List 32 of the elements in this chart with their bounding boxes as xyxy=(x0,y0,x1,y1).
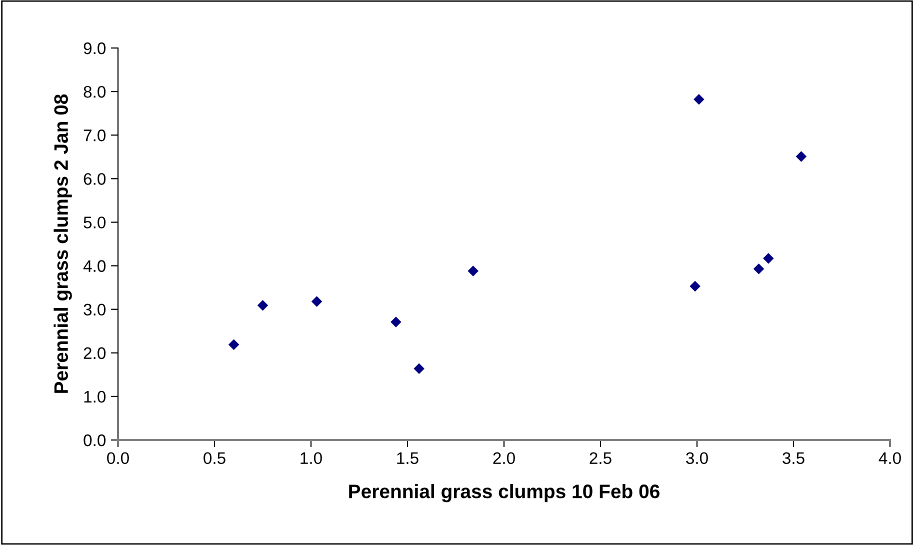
y-tick-label: 9.0 xyxy=(84,42,106,54)
y-tick-label: 0.0 xyxy=(84,434,106,446)
point xyxy=(690,280,700,292)
y-tick-label: 1.0 xyxy=(84,390,106,403)
x-tick-label: 3.5 xyxy=(782,452,804,464)
y-axis-title: Perennial grass clumps 2 Jan 08 xyxy=(54,94,72,393)
x-tick-label: 3.0 xyxy=(686,452,708,464)
y-tick-label: 5.0 xyxy=(84,216,106,228)
point xyxy=(414,363,424,374)
point xyxy=(694,94,704,105)
y-tick-label: 7.0 xyxy=(84,130,106,142)
y-tick-label: 8.0 xyxy=(84,86,106,98)
x-tick-label: 4.0 xyxy=(878,452,901,464)
y-tick-label: 2.0 xyxy=(84,347,106,360)
point xyxy=(311,296,322,307)
x-tick-label: 1.5 xyxy=(397,452,418,464)
x-tick-label: 1.0 xyxy=(300,452,322,464)
x-tick-label: 0.5 xyxy=(204,452,226,464)
x-tick-label: 2.5 xyxy=(590,452,612,464)
point xyxy=(753,263,764,274)
point xyxy=(763,252,774,264)
x-tick-label: 0.0 xyxy=(107,452,129,464)
y-tick-label: 6.0 xyxy=(84,173,106,185)
point xyxy=(468,266,478,276)
point xyxy=(228,339,240,350)
point xyxy=(390,316,402,328)
x-tick-label: 2.0 xyxy=(493,452,515,464)
y-tick-label: 3.0 xyxy=(84,304,106,316)
point xyxy=(796,151,807,162)
y-tick-label: 4.0 xyxy=(83,260,106,272)
x-axis-title: Perennial grass clumps 10 Feb 06 xyxy=(349,484,660,502)
point xyxy=(257,300,268,311)
